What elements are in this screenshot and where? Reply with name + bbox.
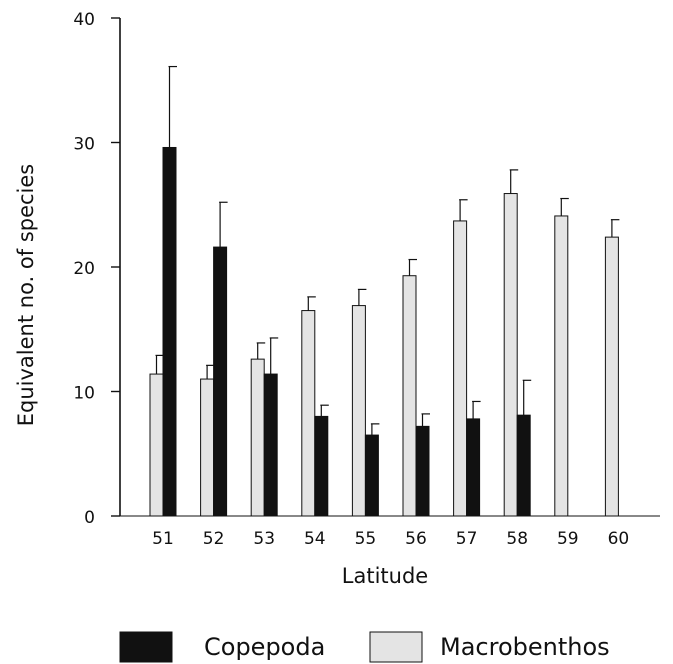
legend: Copepoda Macrobenthos — [119, 631, 610, 663]
y-ticks: 0 10 20 30 40 — [73, 10, 120, 528]
x-tick-label: 59 — [557, 529, 579, 549]
legend-label-macrobenthos: Macrobenthos — [440, 633, 610, 661]
legend-label-copepoda: Copepoda — [204, 633, 325, 661]
bar-copepoda-53 — [263, 373, 278, 517]
y-tick-label: 10 — [73, 384, 95, 404]
x-tick-label: 57 — [456, 529, 478, 549]
x-tick-label: 54 — [304, 529, 326, 549]
x-tick-label: 56 — [405, 529, 427, 549]
x-ticks: 51 52 53 54 55 56 57 58 59 60 — [152, 529, 629, 549]
bar-copepoda-51 — [162, 146, 177, 517]
bar-macrobenthos-57 — [453, 220, 468, 517]
bar-macrobenthos-56 — [402, 275, 417, 517]
y-tick-label: 30 — [73, 135, 95, 155]
bar-macrobenthos-55 — [351, 305, 366, 517]
bar-copepoda-58 — [516, 414, 531, 517]
x-tick-label: 55 — [355, 529, 377, 549]
bar-macrobenthos-52 — [200, 378, 215, 517]
x-tick-label: 58 — [506, 529, 528, 549]
x-axis-title: Latitude — [342, 564, 428, 588]
y-tick-label: 20 — [73, 259, 95, 279]
bar-copepoda-54 — [314, 415, 329, 517]
x-tick-label: 51 — [152, 529, 174, 549]
bar-copepoda-52 — [213, 246, 228, 517]
x-tick-label: 53 — [253, 529, 275, 549]
bars — [149, 146, 619, 517]
legend-swatch-macrobenthos — [369, 631, 423, 663]
bar-copepoda-55 — [364, 434, 379, 517]
bar-copepoda-57 — [466, 418, 481, 517]
bar-macrobenthos-51 — [149, 373, 164, 517]
bar-macrobenthos-59 — [554, 215, 569, 517]
bar-macrobenthos-54 — [301, 310, 316, 517]
y-tick-label: 0 — [84, 508, 95, 528]
bar-macrobenthos-53 — [250, 358, 265, 517]
y-axis-title: Equivalent no. of species — [14, 164, 38, 427]
bar-copepoda-56 — [415, 425, 430, 517]
bar-macrobenthos-58 — [503, 193, 518, 517]
y-tick-label: 40 — [73, 10, 95, 30]
x-tick-label: 60 — [608, 529, 630, 549]
x-tick-label: 52 — [203, 529, 225, 549]
error-bars — [155, 65, 620, 436]
legend-swatch-copepoda — [119, 631, 173, 663]
bar-macrobenthos-60 — [604, 236, 619, 517]
